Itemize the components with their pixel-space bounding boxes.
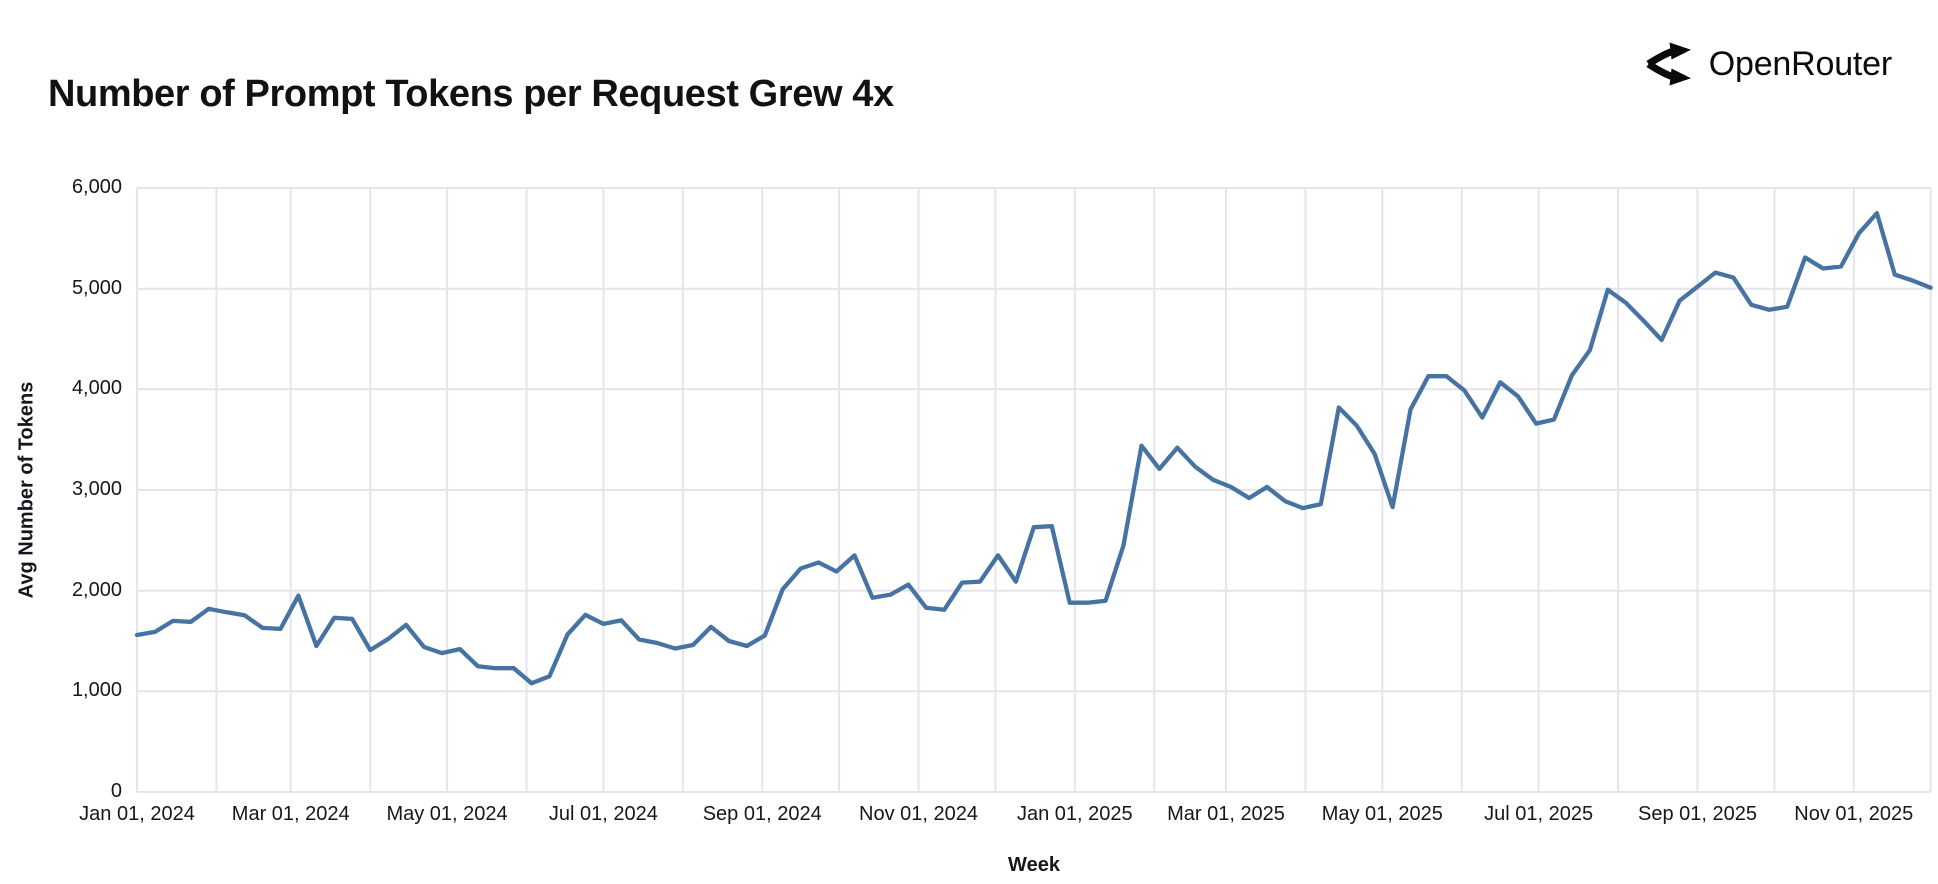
page-title: Number of Prompt Tokens per Request Grew… — [48, 73, 894, 116]
gridlines — [136, 187, 1932, 793]
openrouter-logo: OpenRouter — [1646, 42, 1892, 86]
y-tick-label: 5,000 — [71, 276, 122, 299]
y-tick-label: 1,000 — [71, 679, 122, 702]
data-line — [134, 211, 1933, 686]
x-tick-label: Nov 01, 2025 — [1794, 803, 1914, 825]
x-tick-label: Mar 01, 2024 — [231, 803, 350, 825]
brand-name: OpenRouter — [1708, 44, 1892, 83]
x-tick-label: Jul 01, 2025 — [1484, 803, 1594, 825]
x-tick-label: Mar 01, 2025 — [1167, 803, 1285, 825]
y-tick-label: 2,000 — [71, 578, 122, 601]
y-axis-title: Avg Number of Tokens — [15, 381, 38, 599]
x-axis-title: Week — [1008, 854, 1060, 876]
y-tick-label: 6,000 — [71, 176, 122, 198]
x-tick-label: Jul 01, 2024 — [548, 803, 658, 825]
y-tick-label: 3,000 — [71, 478, 122, 500]
x-tick-label: May 01, 2025 — [1321, 803, 1443, 825]
y-tick-label: 0 — [110, 780, 122, 802]
x-tick-label: May 01, 2024 — [386, 803, 508, 825]
x-tick-label: Nov 01, 2024 — [859, 803, 979, 825]
y-tick-label: 4,000 — [71, 377, 122, 400]
x-tick-label: Jan 01, 2024 — [79, 803, 195, 825]
x-tick-label: Jan 01, 2025 — [1017, 803, 1133, 825]
x-tick-label: Sep 01, 2024 — [702, 803, 822, 825]
openrouter-logo-icon — [1646, 42, 1691, 86]
x-tick-label: Sep 01, 2025 — [1638, 803, 1757, 825]
